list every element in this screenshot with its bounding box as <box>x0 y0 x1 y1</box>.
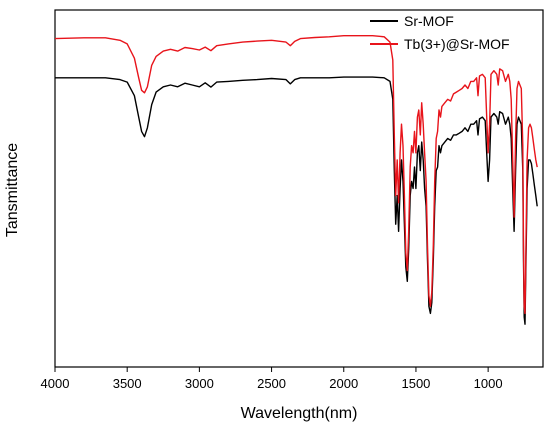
x-tick-label-3500: 3500 <box>113 376 142 391</box>
legend: Sr-MOF Tb(3+)@Sr-MOF <box>370 13 510 52</box>
series-line-0 <box>55 76 538 325</box>
y-axis-label: Tansmittance <box>4 143 21 237</box>
x-axis-ticks <box>54 367 489 372</box>
x-axis-tick-labels: 4000 3500 3000 2500 2000 1500 1000 <box>41 376 503 391</box>
x-tick-label-1500: 1500 <box>401 376 430 391</box>
series-layer <box>54 35 538 325</box>
legend-label-sr-mof: Sr-MOF <box>404 13 454 29</box>
legend-label-tb-sr-mof: Tb(3+)@Sr-MOF <box>404 36 510 52</box>
series-line-1 <box>54 35 538 315</box>
x-tick-label-2000: 2000 <box>329 376 358 391</box>
x-tick-label-4000: 4000 <box>41 376 70 391</box>
plot-frame <box>54 9 544 368</box>
x-axis-label: Wavelength(nm) <box>241 405 358 422</box>
x-tick-label-3000: 3000 <box>185 376 214 391</box>
x-tick-label-2500: 2500 <box>257 376 286 391</box>
x-tick-label-1000: 1000 <box>474 376 503 391</box>
